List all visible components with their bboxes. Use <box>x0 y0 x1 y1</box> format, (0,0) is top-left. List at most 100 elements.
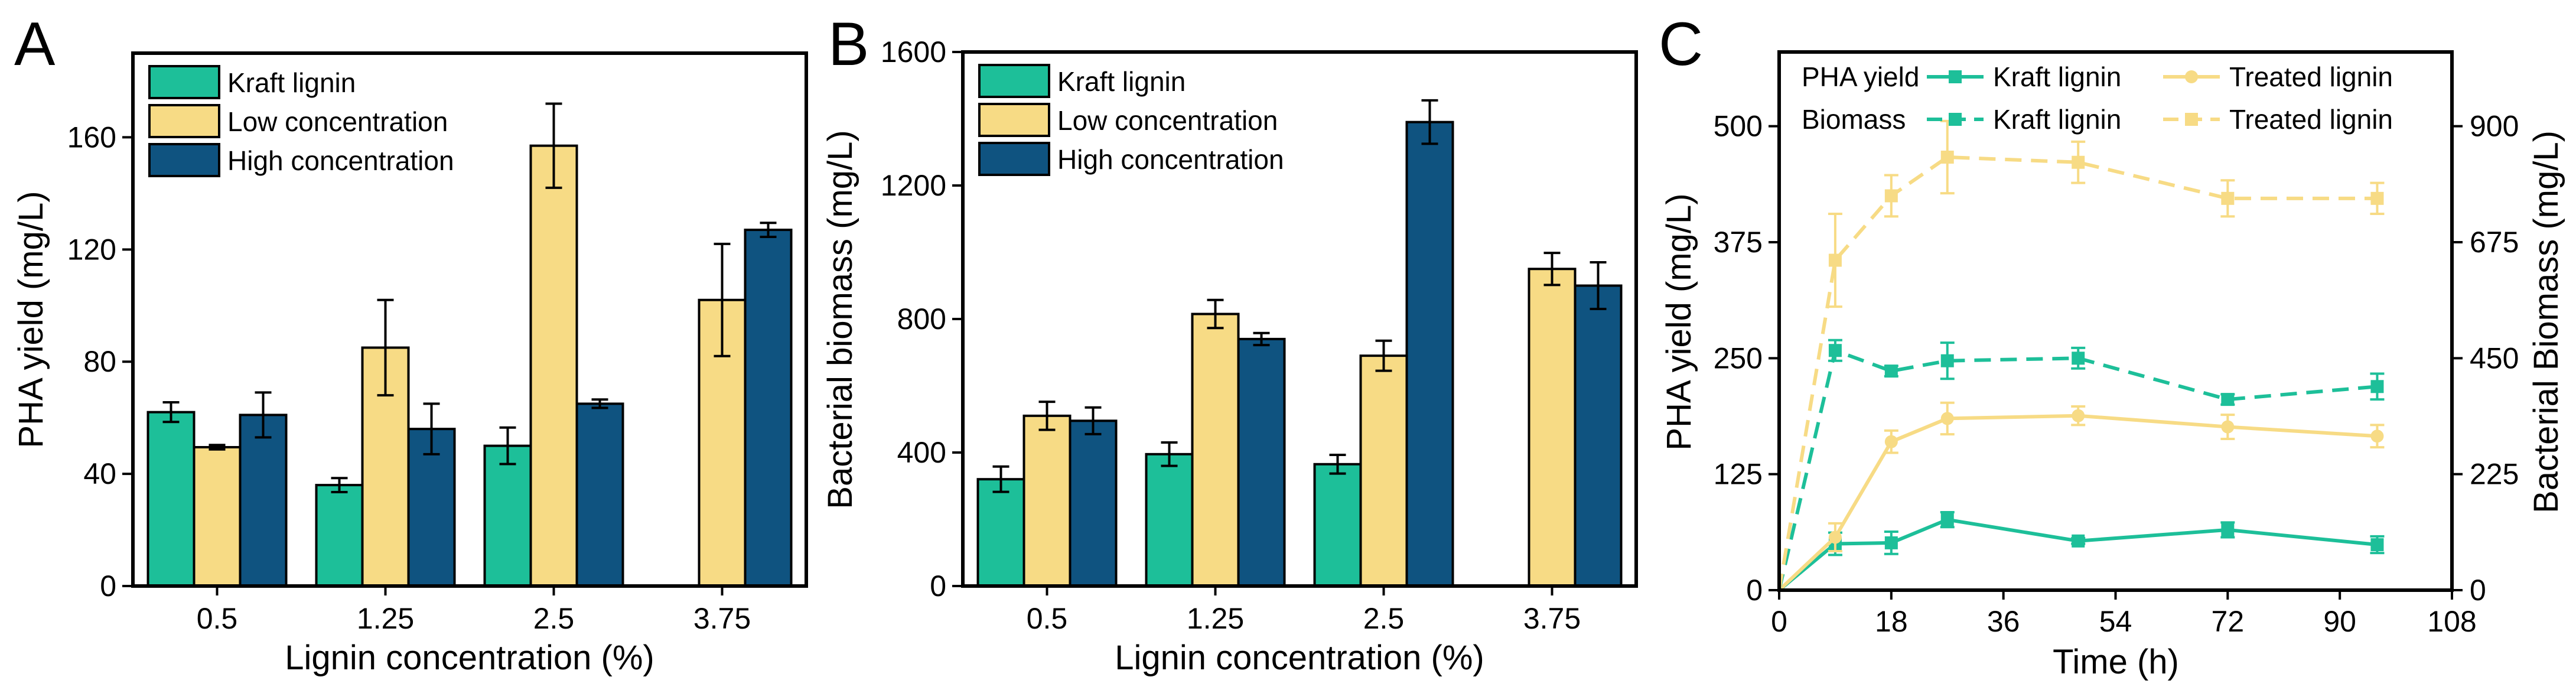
x-tick-label: 1.25 <box>357 602 414 635</box>
data-point <box>1940 412 1954 425</box>
bar <box>483 444 532 588</box>
data-point <box>1884 364 1898 378</box>
bar <box>1405 121 1454 587</box>
data-point <box>2072 534 2085 548</box>
legend-marker <box>2185 70 2198 83</box>
bar <box>146 411 196 587</box>
y-tick-label: 500 <box>1714 110 1763 143</box>
data-point <box>2370 380 2384 393</box>
data-point <box>2370 429 2384 443</box>
x-tick-label: 0 <box>1771 605 1787 638</box>
data-point <box>1828 344 1842 357</box>
x-tick-label: 36 <box>1987 605 2020 638</box>
y-tick-label: 800 <box>897 302 946 336</box>
panel-b-frame <box>961 50 1638 588</box>
bar <box>529 144 578 588</box>
panel-letter-b: B <box>828 10 869 79</box>
bar <box>1145 453 1194 588</box>
data-point <box>2221 420 2235 434</box>
panel-b-ylabel: Bacterial biomass (mg/L) <box>821 130 859 509</box>
x-tick-label: 108 <box>2427 605 2476 638</box>
legend-label: Kraft lignin <box>1057 66 1186 97</box>
panel-a-xlabel: Lignin concentration (%) <box>285 639 654 677</box>
panel-letter-a: A <box>14 10 56 79</box>
y-tick-label: 1600 <box>881 35 946 69</box>
legend-label: Treated lignin <box>2229 104 2393 135</box>
panel-c-xlabel: Time (h) <box>2053 643 2179 681</box>
y-tick-label: 1200 <box>881 169 946 202</box>
bar <box>1191 313 1240 588</box>
y-tick-label: 0 <box>930 569 946 603</box>
bar <box>1022 414 1072 587</box>
data-point <box>2072 351 2085 365</box>
y2-tick-label: 675 <box>2470 226 2519 259</box>
data-point <box>2221 191 2235 205</box>
x-tick-label: 0.5 <box>1027 602 1068 635</box>
panel-b-plot: 0 400 800 1200 1600 0.5 1.25 2.5 3.75 <box>881 35 1623 635</box>
legend-swatch <box>148 143 220 177</box>
bar <box>575 402 624 588</box>
x-tick-label: 0.5 <box>197 602 238 635</box>
legend-marker <box>2185 113 2198 126</box>
panel-b-legend: Kraft lignin Low concentration High concen… <box>978 64 1284 176</box>
legend-label: Kraft lignin <box>227 67 356 98</box>
data-point <box>1940 354 1954 367</box>
y-tick-label: 160 <box>67 121 116 154</box>
y-tick-label: 375 <box>1714 226 1763 259</box>
bar <box>1069 419 1118 587</box>
bar <box>1528 268 1577 587</box>
y2-tick-label: 225 <box>2470 458 2519 491</box>
legend-marker <box>1949 70 1962 83</box>
data-point <box>2072 155 2085 169</box>
bar <box>976 478 1025 588</box>
legend-swatch <box>978 103 1050 137</box>
panel-c: C 0 18 36 54 72 90 108012525037550002254506759… <box>1659 10 2565 681</box>
data-point <box>2072 409 2085 422</box>
x-tick-label: 18 <box>1875 605 1908 638</box>
bar <box>1574 284 1623 587</box>
series-line <box>1777 348 2378 591</box>
y-tick-label: 0 <box>1746 574 1763 607</box>
data-point <box>1828 253 1842 267</box>
bar <box>1313 463 1362 588</box>
y2-tick-label: 900 <box>2470 110 2519 143</box>
y2-tick-label: 450 <box>2470 341 2519 375</box>
bar <box>1237 337 1286 588</box>
legend-label: Kraft lignin <box>1993 104 2121 135</box>
legend-label: Low concentration <box>227 106 448 137</box>
legend-label: High concentration <box>227 145 454 176</box>
legend-swatch <box>978 64 1050 98</box>
data-point <box>2370 538 2384 552</box>
y-tick-label: 120 <box>67 233 116 266</box>
panel-a-plot: 0 40 80 120 160 0.5 1.25 2.5 3.75 <box>67 102 793 635</box>
panel-a: A 0 40 80 120 160 0.5 1.25 2.5 3.75 PHA yield (m… <box>12 10 808 677</box>
legend-swatch <box>148 104 220 138</box>
bar <box>315 484 364 587</box>
legend-label: Treated lignin <box>2229 61 2393 92</box>
bar <box>239 414 288 587</box>
panel-b-xlabel: Lignin concentration (%) <box>1115 639 1484 677</box>
panel-a-ylabel: PHA yield (mg/L) <box>12 191 50 448</box>
data-point <box>1884 435 1898 448</box>
bar <box>1359 354 1408 588</box>
x-tick-label: 72 <box>2212 605 2245 638</box>
y-tick-label: 40 <box>83 457 116 490</box>
x-tick-label: 90 <box>2323 605 2356 638</box>
y-tick-label: 0 <box>100 569 116 603</box>
legend-marker <box>1949 113 1962 126</box>
panel-c-legend: PHA yield Kraft lignin Treated lignin Bioma… <box>1802 61 2393 135</box>
data-point <box>1884 536 1898 549</box>
panel-c-y2label: Bacterial Biomass (mg/L) <box>2527 131 2565 513</box>
legend-label: Kraft lignin <box>1993 61 2121 92</box>
y2-tick-label: 0 <box>2470 574 2486 607</box>
legend-group-label: Biomass <box>1802 104 1906 135</box>
x-tick-label: 2.5 <box>1363 602 1405 635</box>
data-point <box>2221 393 2235 406</box>
panel-c-ylabel: PHA yield (mg/L) <box>1660 193 1698 450</box>
legend-label: High concentration <box>1057 144 1284 175</box>
y-tick-label: 400 <box>897 436 946 469</box>
series-line <box>1778 518 2378 592</box>
bar <box>193 446 242 587</box>
data-point <box>1884 189 1898 203</box>
